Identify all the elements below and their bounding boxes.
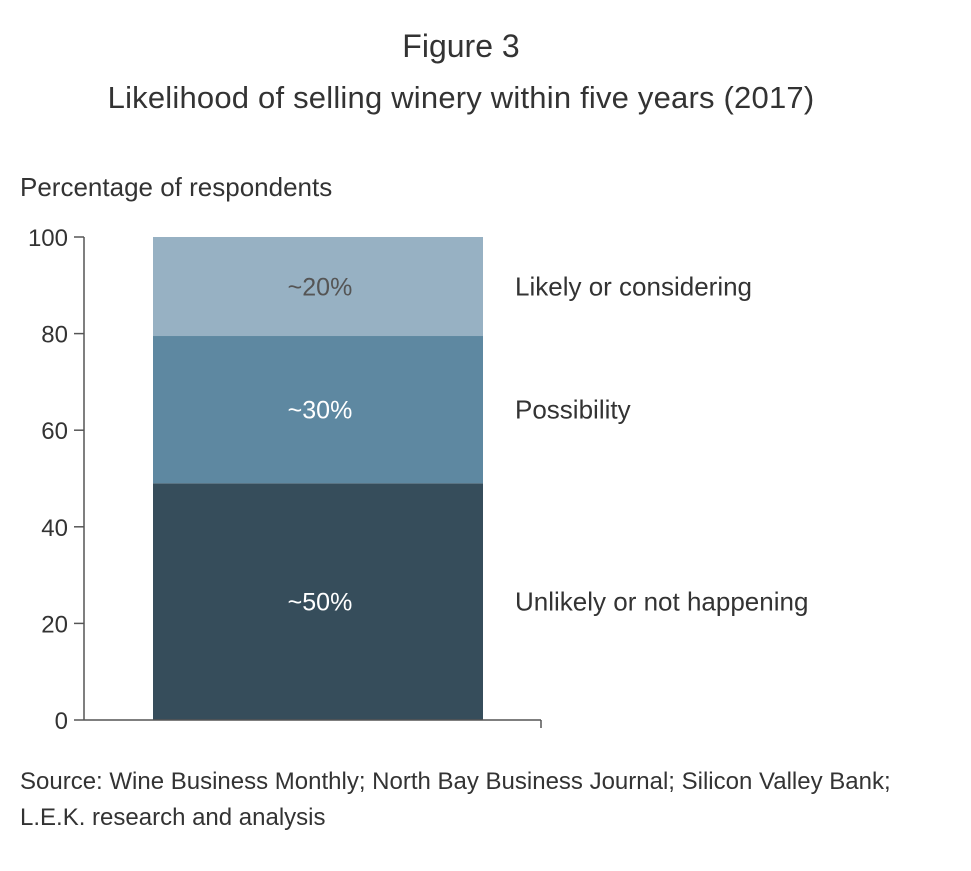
source-line-2: L.E.K. research and analysis (20, 804, 326, 831)
y-axis-label: Percentage of respondents (20, 172, 333, 202)
chart-title: Figure 3 (402, 28, 520, 64)
axes: 0 20 40 60 80 100 (28, 225, 542, 735)
category-label: Possibility (515, 395, 631, 425)
bar-segments (153, 237, 483, 720)
segment-labels: ~50% Unlikely or not happening ~30% Possibi… (288, 272, 809, 617)
y-tick-label: 100 (28, 225, 68, 252)
y-tick-label: 80 (41, 322, 68, 349)
y-tick-label: 20 (41, 611, 68, 638)
y-tick-label: 0 (55, 708, 68, 735)
segment-value-label: ~20% (288, 274, 353, 302)
source-line-1: Source: Wine Business Monthly; North Bay… (20, 768, 891, 795)
segment-value-label: ~50% (288, 589, 353, 617)
category-label: Likely or considering (515, 272, 752, 302)
y-tick-label: 40 (41, 515, 68, 542)
y-tick-label: 60 (41, 418, 68, 445)
bar-segment-1 (153, 483, 483, 720)
bar-segment-3 (153, 237, 483, 337)
chart-subtitle: Likelihood of selling winery within five… (107, 80, 815, 115)
source-note: Source: Wine Business Monthly; North Bay… (20, 764, 960, 836)
category-label: Unlikely or not happening (515, 587, 808, 617)
segment-value-label: ~30% (288, 397, 353, 425)
bar-segment-2 (153, 336, 483, 484)
